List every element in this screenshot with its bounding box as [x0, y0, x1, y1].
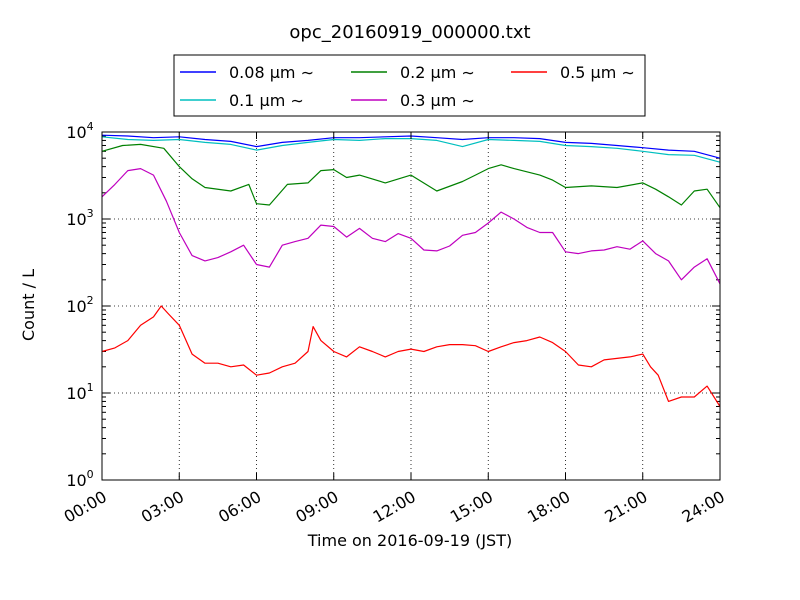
legend: 0.08 μm ∼ 0.1 μm ∼ 0.2 μm ∼ 0.3 μm ∼ 0.5 μm …: [173, 54, 646, 117]
y-tick-label: 100: [66, 468, 93, 490]
y-tick-label: 101: [66, 381, 93, 403]
series-line-3: [101, 168, 721, 285]
chart-title: opc_20160919_000000.txt: [289, 22, 530, 43]
y-axis-label: Count / L: [19, 269, 38, 341]
legend-box: [173, 54, 646, 117]
legend-label-1: 0.1 μm ∼: [229, 91, 304, 110]
y-tick-label: 103: [66, 207, 93, 229]
series-line-4: [101, 305, 721, 407]
series-line-2: [101, 143, 721, 209]
y-tick-label: 102: [66, 294, 93, 316]
legend-label-2: 0.2 μm ∼: [400, 63, 475, 82]
x-axis-label: Time on 2016-09-19 (JST): [307, 531, 512, 550]
y-tick-label: 104: [66, 120, 93, 142]
legend-label-0: 0.08 μm ∼: [229, 63, 314, 82]
legend-label-3: 0.3 μm ∼: [400, 91, 475, 110]
legend-label-4: 0.5 μm ∼: [560, 63, 635, 82]
